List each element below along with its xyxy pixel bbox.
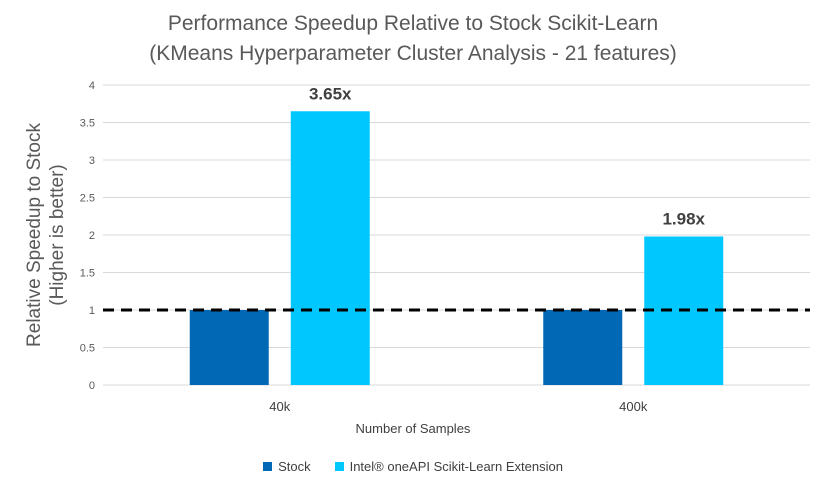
legend-swatch-intel — [334, 462, 344, 471]
y-tick-label: 2.5 — [80, 193, 95, 205]
legend-label-intel: Intel® oneAPI Scikit-Learn Extension — [349, 459, 563, 474]
legend-item-stock: Stock — [263, 459, 311, 474]
data-label: 3.65x — [309, 84, 352, 103]
bar-stock-40k — [189, 310, 269, 385]
y-tick-label: 4 — [89, 80, 95, 92]
chart-subtitle: (KMeans Hyperparameter Cluster Analysis … — [149, 42, 677, 65]
y-tick-label: 2 — [89, 230, 95, 242]
bar-stock-400k — [543, 310, 623, 385]
x-tick-label: 40k — [269, 399, 290, 414]
y-tick-label: 0.5 — [80, 343, 95, 355]
y-tick-label: 3.5 — [80, 118, 95, 130]
x-axis-label: Number of Samples — [355, 421, 471, 436]
legend-item-intel: Intel® oneAPI Scikit-Learn Extension — [334, 459, 563, 474]
legend-label-stock: Stock — [278, 459, 311, 474]
bar-intel-40k — [290, 111, 370, 385]
y-tick-label: 1 — [89, 305, 95, 317]
chart-title: Performance Speedup Relative to Stock Sc… — [167, 12, 659, 35]
y-tick-label: 1.5 — [80, 268, 95, 280]
x-tick-label: 400k — [619, 399, 648, 414]
y-tick-label: 0 — [89, 380, 95, 392]
y-tick-label: 3 — [89, 155, 95, 167]
legend-swatch-stock — [263, 462, 273, 471]
data-label: 1.98x — [662, 210, 705, 229]
legend: Stock Intel® oneAPI Scikit-Learn Extensi… — [0, 459, 826, 474]
